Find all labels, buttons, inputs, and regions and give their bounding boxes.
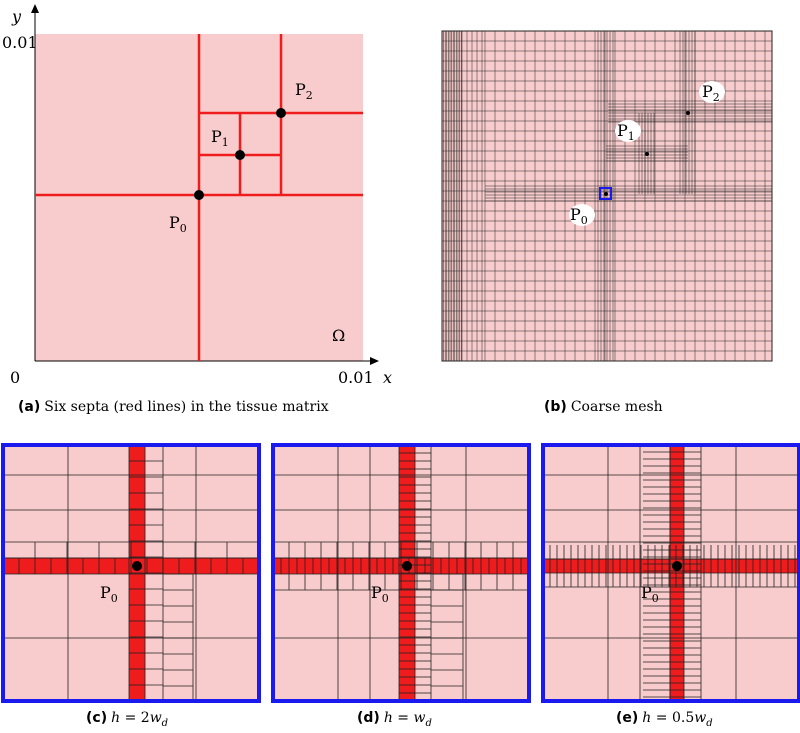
zoom-region-marker	[599, 187, 612, 200]
caption-e-w-sub: d	[706, 717, 713, 729]
caption-c-w: w	[149, 710, 162, 726]
x-axis-label: x	[383, 368, 392, 387]
point-label-p1: P1	[617, 121, 635, 143]
point-label-p2: P2	[295, 80, 313, 102]
caption-a: (a) Six septa (red lines) in the tissue m…	[18, 399, 329, 415]
caption-e-var: h	[642, 710, 652, 726]
caption-c-tag: (c)	[86, 710, 108, 726]
caption-d-tag: (d)	[357, 710, 380, 726]
caption-b: (b) Coarse mesh	[544, 399, 663, 415]
point-label-p0: P0	[169, 213, 187, 235]
label-bubble	[569, 204, 595, 226]
domain-label: Ω	[332, 326, 345, 345]
origin-label: 0	[10, 368, 20, 387]
point-p1	[645, 152, 649, 156]
panel-e	[541, 443, 800, 703]
point-p0	[194, 190, 204, 200]
caption-d-var: h	[383, 710, 393, 726]
caption-e-w: w	[694, 710, 707, 726]
caption-c: (c) h = 2wd	[86, 710, 168, 729]
caption-d: (d) h = wd	[357, 710, 432, 729]
zoom-mesh-lines	[272, 444, 530, 702]
point-p2	[276, 108, 286, 118]
panel-c	[1, 443, 261, 703]
caption-e-tag: (e)	[616, 710, 639, 726]
panel-a: P0 P1 P2 y x 0.01 0.01 0 Ω	[2, 4, 392, 387]
zoom-mesh-lines	[2, 444, 260, 702]
point-p0	[132, 561, 142, 571]
zoom-mesh-lines	[542, 444, 799, 701]
label-bubble	[699, 81, 725, 103]
point-label-p2: P2	[702, 82, 720, 104]
x-max-label: 0.01	[338, 368, 374, 387]
panel-b: P2 P1 P0	[441, 30, 773, 362]
panel-d	[271, 443, 531, 703]
point-p2	[686, 111, 690, 115]
caption-c-var: h	[111, 710, 121, 726]
point-label-p0-c: P0	[100, 583, 118, 605]
zoom-frame	[541, 443, 800, 703]
caption-c-eq: = 2	[120, 710, 150, 726]
caption-d-w: w	[413, 710, 426, 726]
caption-b-tag: (b)	[544, 399, 567, 415]
caption-d-eq: =	[392, 710, 414, 726]
point-label-p0-e: P0	[641, 583, 659, 605]
horizontal-septum-band	[543, 559, 799, 573]
point-p0	[604, 192, 608, 196]
point-p1	[235, 150, 245, 160]
y-max-label: 0.01	[2, 33, 38, 52]
caption-c-w-sub: d	[161, 717, 169, 729]
mesh-border	[441, 30, 773, 362]
point-label-p1: P1	[211, 127, 229, 149]
caption-b-text: Coarse mesh	[570, 399, 663, 415]
zoom-frame	[1, 443, 261, 703]
point-p0	[672, 561, 682, 571]
caption-e: (e) h = 0.5wd	[616, 710, 713, 729]
caption-a-text: Six septa (red lines) in the tissue matr…	[44, 399, 329, 415]
label-bubble	[615, 120, 641, 142]
y-axis-label: y	[11, 7, 22, 26]
zoom-frame	[271, 443, 531, 703]
y-axis-arrow-icon	[31, 4, 39, 13]
point-p0	[402, 561, 412, 571]
point-label-p0: P0	[570, 205, 588, 227]
caption-d-w-sub: d	[425, 717, 432, 729]
caption-a-tag: (a)	[18, 399, 41, 415]
caption-e-eq: = 0.5	[651, 710, 695, 726]
x-axis-arrow-icon	[370, 357, 379, 365]
point-label-p0-d: P0	[371, 583, 389, 605]
